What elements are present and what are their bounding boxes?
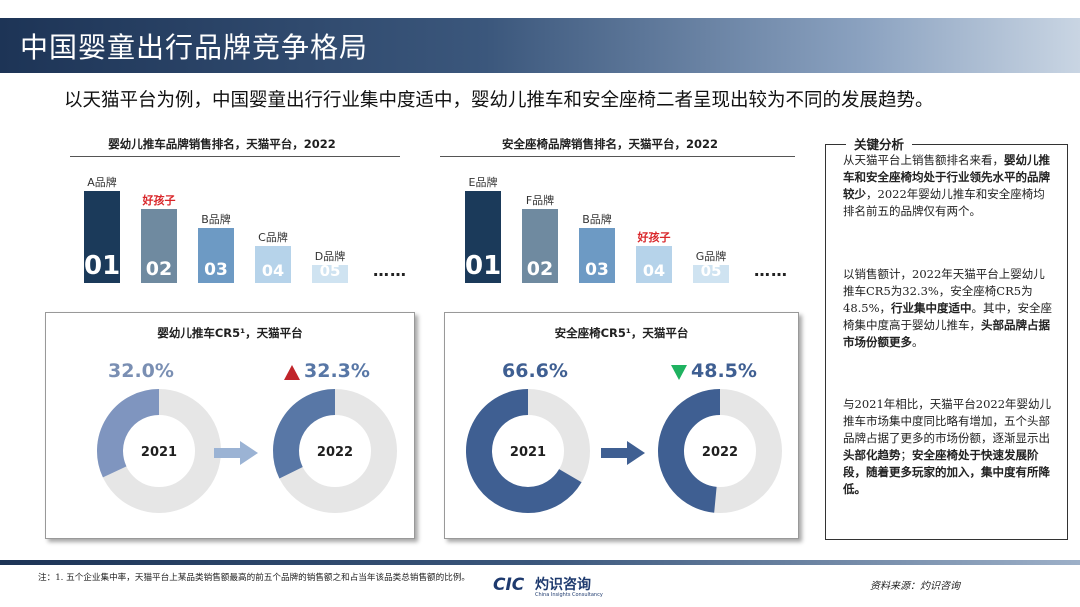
brand-label: B品牌 [582,212,612,226]
stroller-ranking-rule [70,156,400,157]
donut-share-slice [273,389,336,479]
rank-bar [255,246,291,283]
rank-number: 01 [465,251,502,281]
cic-logo: CIC 灼识咨询 China Insights Consultancy [493,572,623,602]
stroller-cr5-2021-value: 32.0% [108,360,174,382]
rank-number: 03 [204,260,228,280]
seat-cr5-2021-donut [466,389,590,513]
rank-bar [141,209,177,283]
rank-number: 05 [319,262,341,280]
analysis-paragraph-1: 从天猫平台上销售额排名来看，婴幼儿推车和安全座椅均处于行业领先水平的品牌较少，2… [843,153,1050,218]
arrow-right-icon [214,441,258,465]
rank-bar [522,209,558,283]
analysis-paragraph-3: 与2021年相比，天猫平台2022年婴幼儿推车市场集中度同比略有增加，五个头部品… [843,397,1052,496]
brand-label: B品牌 [201,212,231,226]
stroller-ranking-title: 婴幼儿推车品牌销售排名，天猫平台，2022 [108,137,336,151]
brand-label: C品牌 [258,231,288,244]
brand-label: D品牌 [314,249,346,263]
stroller-cr5-2021-donut [97,389,221,513]
donut-share-slice [658,389,721,513]
more-brands-ellipsis: …… [754,261,788,280]
stroller-cr5-title: 婴幼儿推车CR5¹，天猫平台 [157,326,303,340]
key-analysis-panel [825,144,1068,540]
rank-number: 02 [526,258,554,280]
page-subtitle: 以天猫平台为例，中国婴童出行行业集中度适中，婴幼儿推车和安全座椅二者呈现出较为不… [64,90,934,111]
logo-mark: CIC [493,575,525,595]
stroller-cr5-2021-year: 2021 [140,445,178,460]
brand-label: 好孩子 [142,194,176,207]
rank-number: 05 [700,262,722,280]
logo-cn: 灼识咨询 [535,577,591,593]
donut-share-slice [97,389,160,478]
seat-cr5-title: 安全座椅CR5¹，天猫平台 [554,326,689,340]
brand-label: E品牌 [468,175,498,189]
rank-number: 02 [145,258,173,280]
analysis-paragraph-2: 以销售额计，2022年天猫平台上婴幼儿推车CR5为32.3%，安全座椅CR5为4… [843,267,1053,349]
key-analysis-title: 关键分析 [846,134,913,153]
rank-bar [84,190,120,283]
rank-bar [636,246,672,283]
stroller-cr5-2022-value: 32.3% [304,360,370,382]
seat-cr5-2021-value: 66.6% [502,360,568,382]
rank-number: 04 [261,261,285,280]
more-brands-ellipsis: …… [373,261,407,280]
arrow-right-icon [601,441,645,465]
rank-bar [579,227,615,283]
page-title: 中国婴童出行品牌竞争格局 [20,31,369,64]
trend-down-icon [671,365,687,380]
stroller-cr5-2022-donut [273,389,397,513]
footnote: 注：1. 五个企业集中率，天猫平台上某品类销售额最高的前五个品牌的销售额之和占当… [38,573,471,583]
seat-cr5-2022-value: 48.5% [691,360,757,382]
rank-bar [465,190,501,283]
seat-ranking-rule [440,156,795,157]
seat-cr5-panel: 安全座椅CR5¹，天猫平台 66.6% 48.5% 2021 2022 [444,312,799,539]
seat-ranking-title: 安全座椅品牌销售排名，天猫平台，2022 [501,137,718,151]
rank-bar [693,264,729,283]
stroller-cr5-panel: 婴幼儿推车CR5¹，天猫平台 32.0% 32.3% 2021 2022 [45,312,415,539]
rank-bar [198,227,234,283]
donut-share-slice [466,389,582,513]
footer-rule [0,560,1080,565]
brand-label: F品牌 [525,194,555,207]
logo-en: China Insights Consultancy [535,592,603,598]
brand-label: 好孩子 [637,231,671,244]
stroller-cr5-2022-year: 2022 [316,445,354,460]
title-bar: 中国婴童出行品牌竞争格局 [0,18,1080,73]
seat-cr5-2022-year: 2022 [701,445,739,460]
brand-label: A品牌 [87,175,117,189]
rank-number: 01 [84,251,121,281]
seat-cr5-2022-donut [658,389,782,513]
seat-cr5-2021-year: 2021 [509,445,547,460]
rank-number: 04 [642,261,666,280]
brand-label: G品牌 [695,249,727,263]
source-note: 资料来源：灼识咨询 [870,581,960,592]
rank-bar [312,264,348,283]
rank-number: 03 [585,260,609,280]
trend-up-icon [284,365,300,380]
